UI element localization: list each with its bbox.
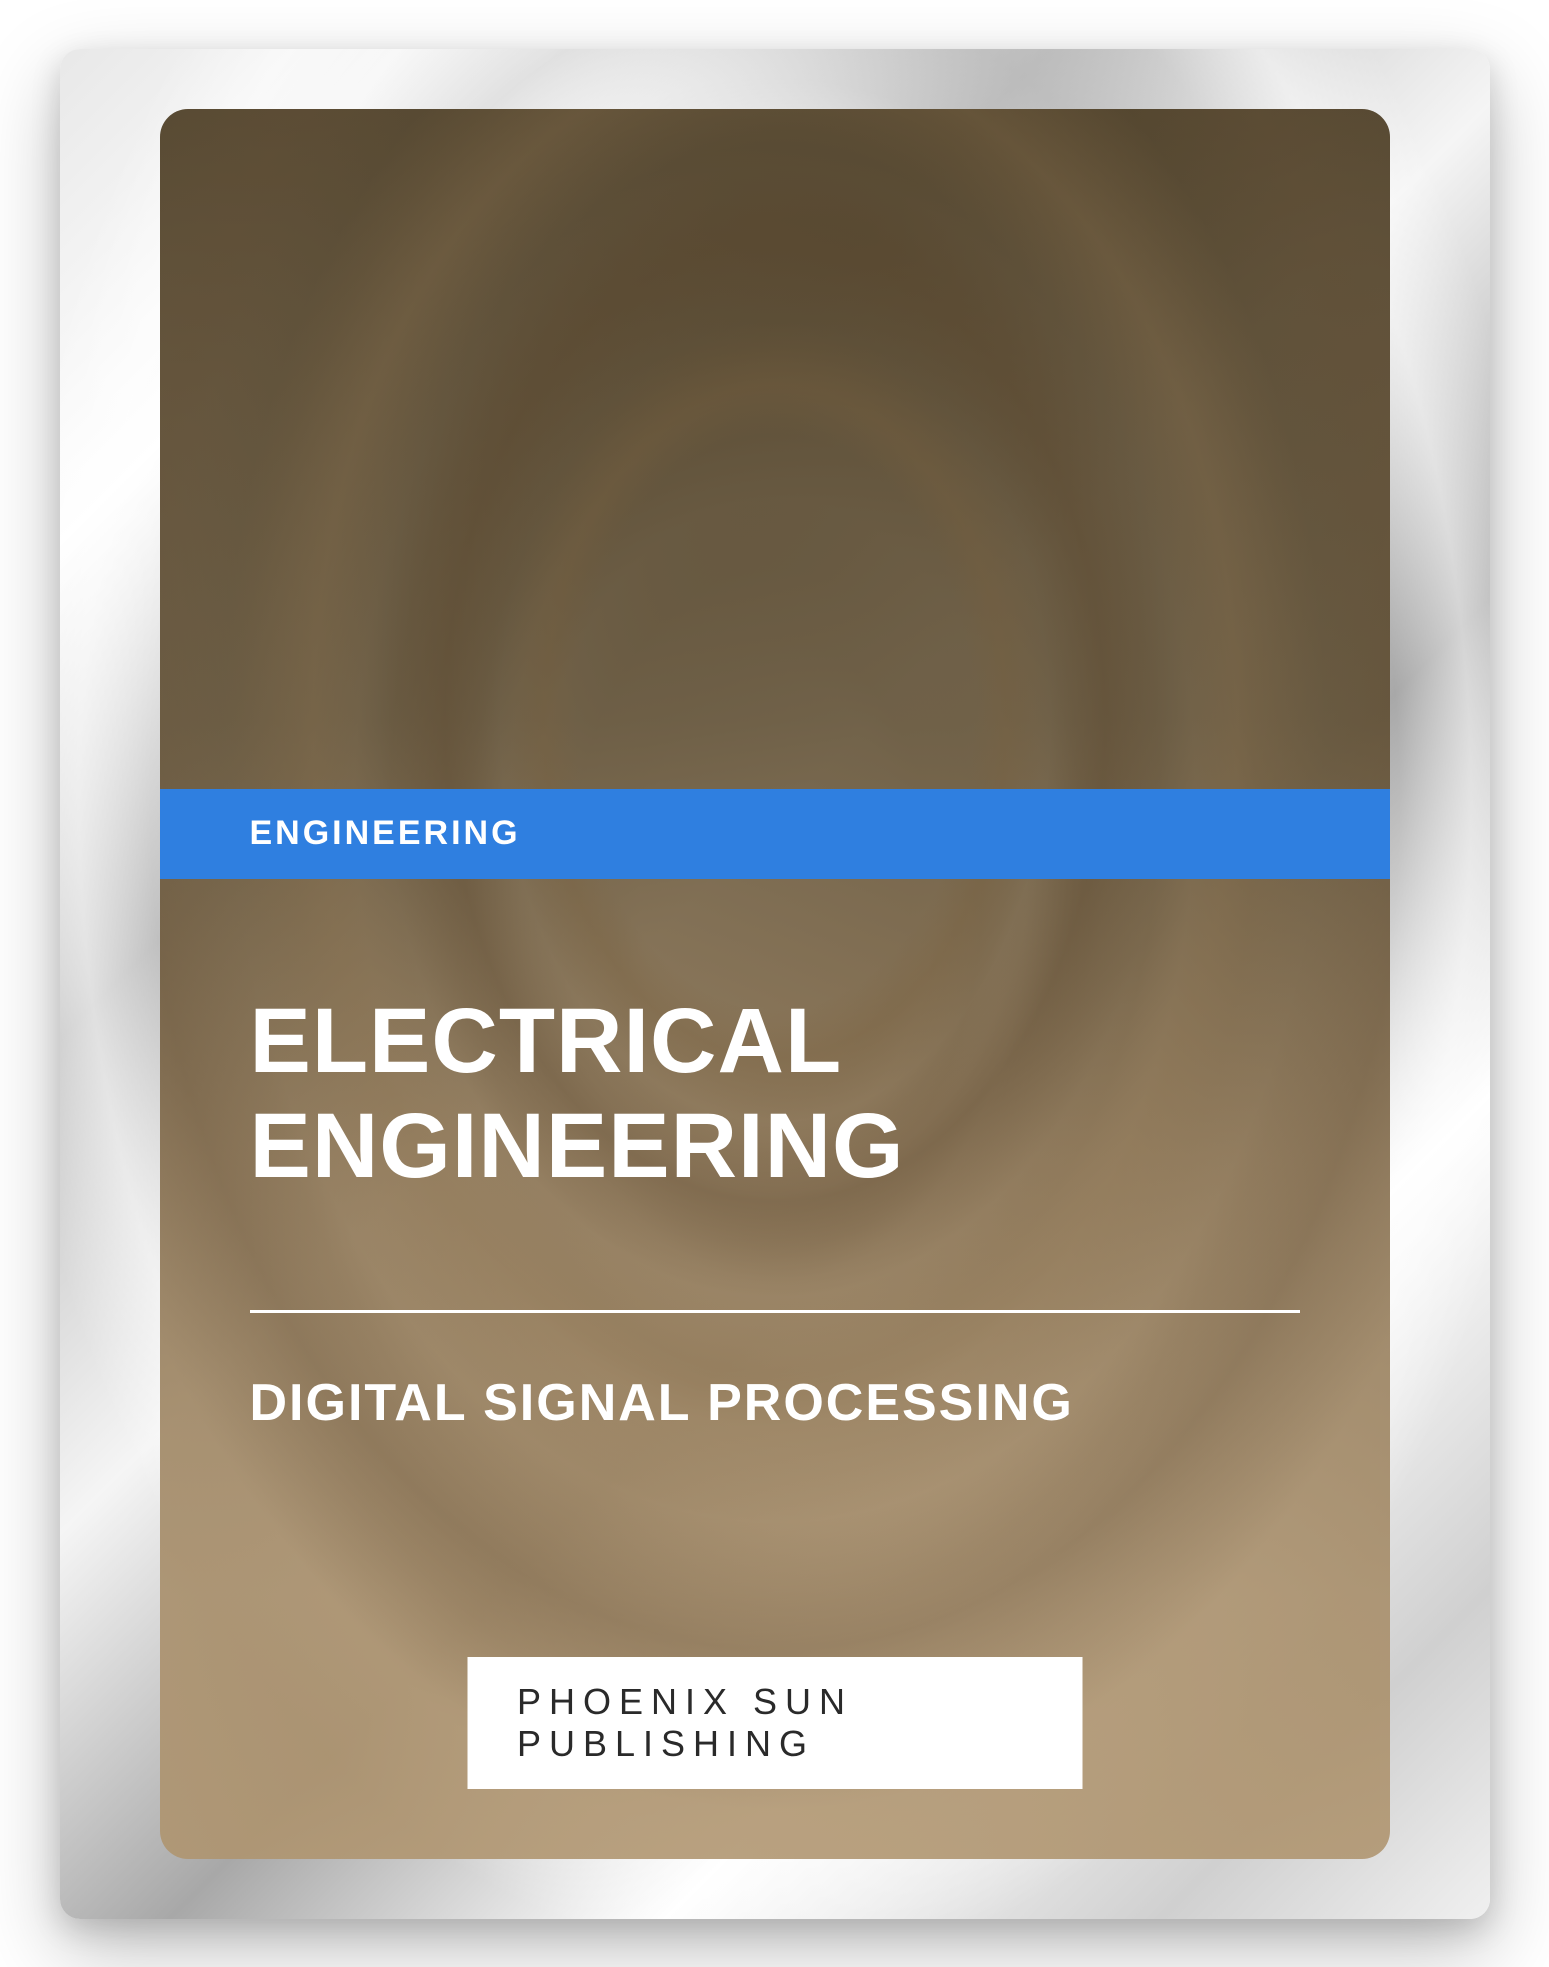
title-divider — [250, 1310, 1300, 1313]
publisher-box: PHOENIX SUN PUBLISHING — [467, 1657, 1082, 1789]
subtitle: DIGITAL SIGNAL PROCESSING — [250, 1373, 1300, 1433]
overlay-background — [160, 109, 1390, 1859]
title-line-1: ELECTRICAL — [250, 990, 843, 1092]
title-line-2: ENGINEERING — [250, 1095, 905, 1197]
overlay-panel: ENGINEERING ELECTRICAL ENGINEERING DIGIT… — [160, 109, 1390, 1859]
publisher-label: PHOENIX SUN PUBLISHING — [517, 1681, 853, 1764]
category-band: ENGINEERING — [160, 789, 1390, 879]
title-block: ELECTRICAL ENGINEERING DIGITAL SIGNAL PR… — [250, 989, 1300, 1434]
category-label: ENGINEERING — [250, 814, 521, 853]
book-cover: ENGINEERING ELECTRICAL ENGINEERING DIGIT… — [60, 49, 1490, 1919]
main-title: ELECTRICAL ENGINEERING — [250, 989, 1300, 1201]
